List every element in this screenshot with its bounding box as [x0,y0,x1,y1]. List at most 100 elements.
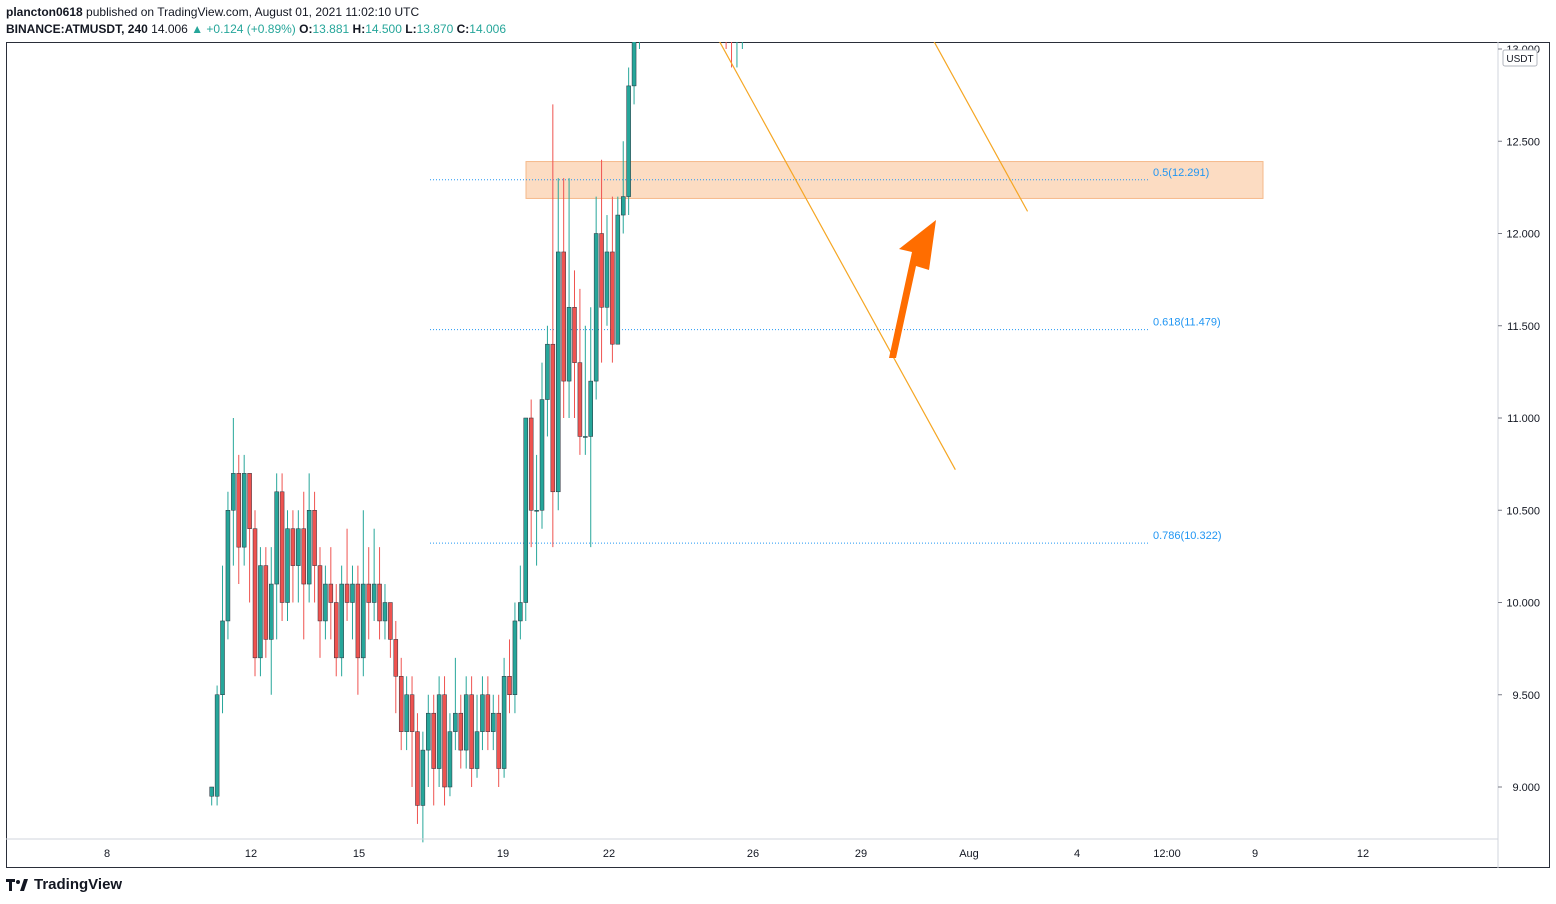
low-label: L: [405,22,417,36]
candle [431,694,436,806]
candle [534,454,539,566]
candle [491,694,496,751]
candle [453,657,458,751]
time-tick-label: 12 [1357,848,1369,860]
candle [355,565,361,695]
price-tick-label: 11.500 [1507,321,1540,333]
candles-layer [209,42,743,843]
candle [220,565,225,714]
candle [225,491,231,640]
candle [274,473,279,640]
time-tick-label: 9 [1252,848,1258,860]
time-axis[interactable]: 8 12 15 19 22 26 29 Aug 4 12:00 9 12 [6,838,1498,860]
zones-layer [525,161,1264,199]
publish-line: plancton0618 published on TradingView.co… [6,5,419,19]
candle [344,528,350,621]
time-tick-label: 12:00 [1153,848,1181,860]
time-tick-label: 12 [245,848,257,860]
fib-label: 0.618(11.479) [1153,317,1221,329]
high-label: H: [352,22,366,36]
candle [731,42,733,68]
candle [247,473,252,603]
high-value: 14.500 [365,22,402,36]
candle [442,676,447,806]
tradingview-logo-icon [6,878,28,891]
close-value: 14.006 [469,22,506,36]
candle [426,694,431,787]
candle [420,731,426,843]
candle [463,676,469,769]
candle [736,42,738,68]
breakout-arrow[interactable] [889,220,936,358]
footer-logo[interactable]: TradingView [6,876,122,893]
candle [556,178,561,511]
candle [404,676,409,751]
symbol-label: BINANCE:ATMUSDT, 240 [6,22,148,36]
candle [415,713,420,824]
time-tick-label: Aug [959,848,979,860]
price-tick-label: 9.000 [1512,782,1540,794]
candle [626,67,631,216]
price-tick-label: 12.500 [1506,136,1540,148]
candle [377,547,382,640]
candle [290,510,296,603]
arrow-layer [889,220,936,358]
candle [279,473,285,621]
candle [306,473,312,603]
candle [480,676,485,751]
candle [550,104,556,548]
open-value: 13.881 [312,22,350,36]
candle [528,399,534,548]
fib-layer: 0.382(13.104)0.5(12.291)0.618(11.479)0.7… [430,167,1222,544]
unit-label[interactable]: USDT [1506,54,1533,65]
candle [252,510,258,677]
time-tick-label: 4 [1074,848,1080,860]
candle [507,639,512,714]
candle [312,491,317,603]
candle [285,510,290,621]
price-chart[interactable]: 0.382(13.104)0.5(12.291)0.618(11.479)0.7… [6,42,1550,868]
candle [615,196,621,345]
candle [333,584,339,677]
candle [241,454,247,566]
candle [572,270,577,418]
last-price: 14.006 [151,22,188,36]
candle [518,565,523,640]
candle [371,528,377,621]
price-tick-label: 10.000 [1506,598,1540,610]
candle [610,196,615,363]
open-label: O: [299,22,313,36]
candle [583,325,588,455]
candle [561,178,566,418]
candle [366,547,371,640]
candle [231,418,236,566]
candle [393,620,399,714]
candle [323,565,328,640]
low-value: 13.870 [416,22,454,36]
candle [593,196,599,400]
time-tick-label: 8 [104,848,110,860]
candle [545,325,550,437]
price-tick-label: 11.000 [1507,413,1540,425]
channel-upper-line[interactable] [649,42,1029,212]
candle [236,454,242,585]
candle [350,565,355,640]
candle [469,676,474,787]
candle [398,657,404,751]
candle [382,584,388,640]
author-name[interactable]: plancton0618 [6,5,83,19]
close-label: C: [456,22,470,36]
candle [339,565,344,677]
candle [485,676,491,751]
time-tick-label: 19 [497,848,509,860]
candle [388,602,393,658]
candle [604,215,610,326]
price-axis[interactable]: 13.00012.50012.00011.50011.00010.50010.0… [1497,42,1545,868]
footer-brand: TradingView [34,876,123,893]
candle [577,288,583,455]
candle [301,491,306,640]
candle [263,547,269,658]
price-tick-label: 9.500 [1512,690,1540,702]
candle [258,547,263,677]
candle [474,694,480,778]
